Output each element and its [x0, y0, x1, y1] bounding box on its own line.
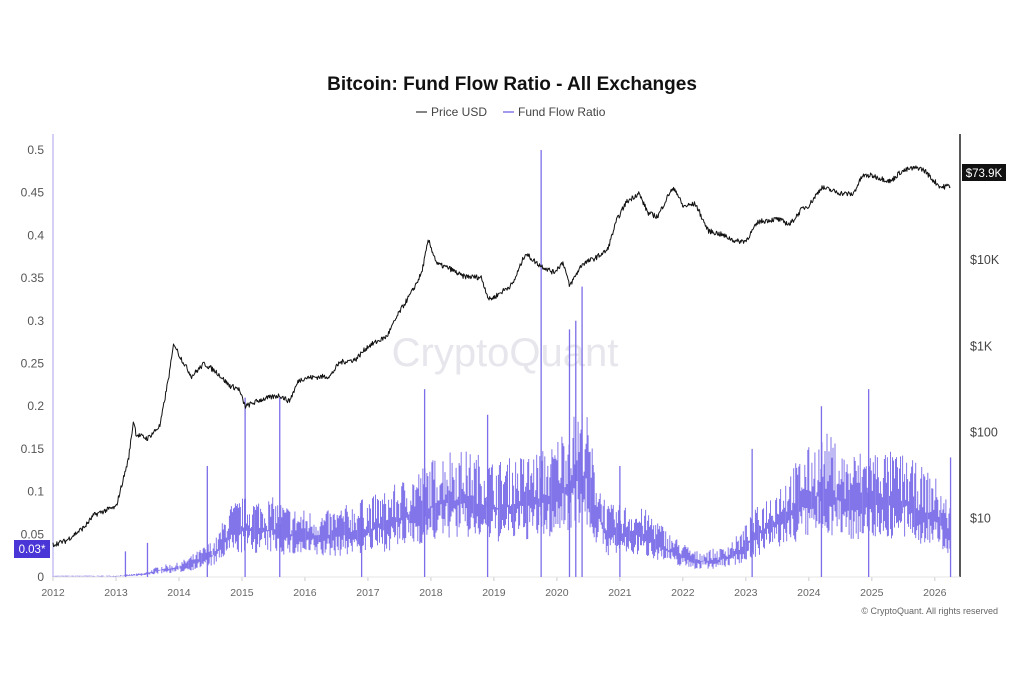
right-tick-label: $100 — [970, 425, 998, 439]
legend-ratio-label[interactable]: Fund Flow Ratio — [518, 105, 606, 119]
left-tick-label: 0.4 — [27, 228, 44, 242]
price-usd-series — [52, 165, 951, 548]
left-tick-label: 0.2 — [27, 399, 44, 413]
x-tick-label: 2025 — [860, 587, 884, 599]
fund-flow-ratio-series — [52, 150, 952, 577]
left-tick-label: 0.1 — [27, 485, 44, 499]
x-tick-label: 2016 — [293, 587, 317, 599]
current-ratio-badge: 0.03* — [14, 540, 50, 558]
x-tick-label: 2019 — [482, 587, 506, 599]
x-tick-label: 2020 — [545, 587, 569, 599]
left-tick-label: 0.3 — [27, 314, 44, 328]
last-price-badge-bg — [962, 164, 1006, 181]
current-ratio-badge-bg — [14, 540, 50, 558]
x-tick-label: 2023 — [734, 587, 758, 599]
left-tick-label: 0.25 — [21, 357, 45, 371]
x-tick-label: 2017 — [356, 587, 380, 599]
watermark: CryptoQuant — [392, 331, 619, 375]
right-tick-label: $1K — [970, 339, 993, 353]
left-tick-label: 0.05 — [21, 527, 45, 541]
last-price-value: $73.9K — [966, 168, 1003, 180]
last-price-badge: $73.9K — [962, 164, 1006, 181]
x-tick-label: 2013 — [104, 587, 128, 599]
right-tick-label: $10K — [970, 253, 1000, 267]
x-tick-label: 2024 — [797, 587, 821, 599]
left-tick-label: 0.5 — [27, 143, 44, 157]
ratio-noise-path — [52, 413, 951, 577]
x-tick-label: 2012 — [41, 587, 65, 599]
x-tick-label: 2022 — [671, 587, 695, 599]
current-ratio-value: 0.03* — [19, 544, 46, 556]
left-tick-label: 0.15 — [21, 442, 45, 456]
x-tick-label: 2015 — [230, 587, 254, 599]
left-tick-label: 0.45 — [21, 186, 45, 200]
right-tick-label: $10 — [970, 512, 991, 526]
x-tick-label: 2026 — [923, 587, 947, 599]
x-tick-label: 2014 — [167, 587, 191, 599]
copyright-notice: © CryptoQuant. All rights reserved — [861, 606, 998, 616]
left-tick-label: 0 — [37, 570, 44, 584]
right-axis-ticks: $10$100$1K$10K$100K — [970, 167, 1007, 526]
legend: Price USD Fund Flow Ratio — [416, 105, 606, 119]
x-axis-ticks: 2012 2013 2014 2015 2016 2017 2018 2019 2020 2021… — [41, 577, 947, 599]
chart-title: Bitcoin: Fund Flow Ratio - All Exchanges — [327, 74, 697, 95]
x-tick-label: 2018 — [419, 587, 443, 599]
x-tick-label: 2021 — [608, 587, 632, 599]
left-axis-ticks: 0 0.05 0.1 0.15 0.2 0.25 0.3 0.35 0.4 0.45 0.5 — [21, 143, 45, 584]
left-tick-label: 0.35 — [21, 271, 45, 285]
legend-price-label[interactable]: Price USD — [431, 105, 487, 119]
